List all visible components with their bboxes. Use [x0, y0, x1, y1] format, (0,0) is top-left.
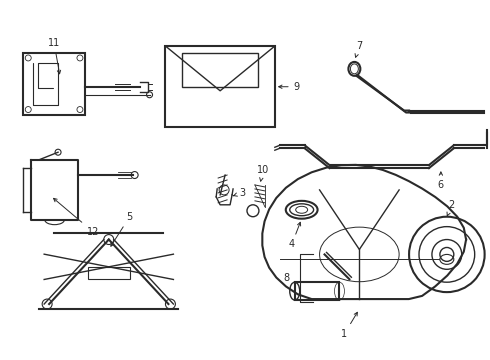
Text: 1: 1 — [342, 312, 357, 339]
Bar — [182, 53, 258, 87]
Bar — [88, 267, 130, 279]
Text: 7: 7 — [355, 41, 363, 57]
Text: 2: 2 — [447, 200, 455, 216]
Text: 11: 11 — [48, 38, 61, 74]
Text: 12: 12 — [53, 198, 99, 237]
Text: 10: 10 — [257, 165, 269, 181]
Text: 3: 3 — [233, 188, 245, 198]
Text: 9: 9 — [279, 82, 300, 92]
Bar — [166, 46, 275, 127]
Text: 6: 6 — [438, 172, 444, 190]
Text: 5: 5 — [111, 212, 133, 246]
Text: 4: 4 — [289, 222, 301, 249]
Text: 8: 8 — [284, 273, 290, 283]
Bar — [294, 282, 340, 300]
Bar — [23, 53, 85, 114]
